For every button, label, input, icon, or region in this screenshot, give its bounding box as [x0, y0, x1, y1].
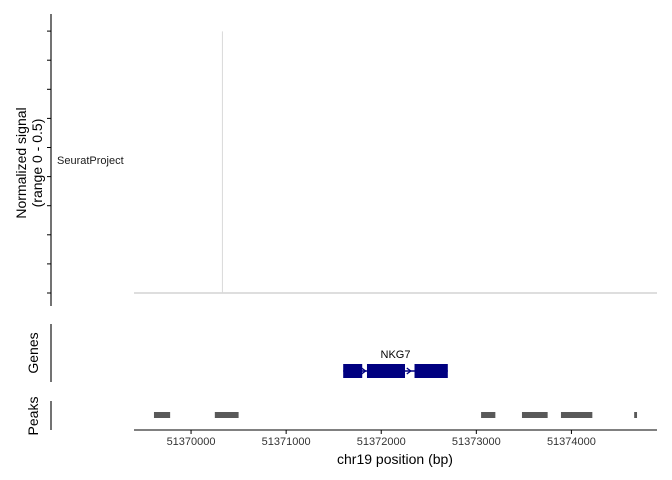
peaks-panel: Peaks	[25, 397, 638, 436]
x-tick-label: 51374000	[547, 436, 596, 448]
peak	[214, 412, 239, 418]
gene-exon	[414, 364, 448, 378]
x-tick-label: 51371000	[262, 436, 311, 448]
peak	[521, 412, 548, 418]
peak	[153, 412, 171, 418]
genes-y-label: Genes	[25, 332, 41, 373]
x-axis: 51370000 51371000 51372000 51373000 51374000…	[134, 429, 657, 467]
peak-regions	[153, 412, 638, 418]
x-tick-label: 51373000	[452, 436, 501, 448]
strand-arrow	[361, 367, 367, 375]
x-tick-label: 51372000	[357, 436, 406, 448]
coverage-y-label-line2: (range 0 - 0.5)	[29, 119, 45, 208]
gene-models: NKG7	[343, 349, 448, 378]
gene-exon	[366, 364, 406, 378]
strand-arrow	[406, 367, 412, 375]
genes-panel: Genes NKG7	[25, 324, 448, 382]
x-axis-ticks: 51370000 51371000 51372000 51373000 51374000	[167, 430, 596, 448]
x-tick-label: 51370000	[167, 436, 216, 448]
gene-label: NKG7	[381, 349, 411, 361]
x-axis-label: chr19 position (bp)	[337, 451, 453, 467]
coverage-panel: SeuratProject Normalized signal (range 0…	[13, 14, 657, 306]
coverage-y-ticks	[47, 30, 51, 294]
coverage-group-label: SeuratProject	[57, 155, 124, 167]
peak	[634, 412, 638, 418]
peak	[560, 412, 593, 418]
peak	[481, 412, 496, 418]
peaks-y-label: Peaks	[25, 397, 41, 436]
coverage-y-label-line1: Normalized signal	[13, 107, 29, 218]
gene-exon	[343, 364, 363, 378]
